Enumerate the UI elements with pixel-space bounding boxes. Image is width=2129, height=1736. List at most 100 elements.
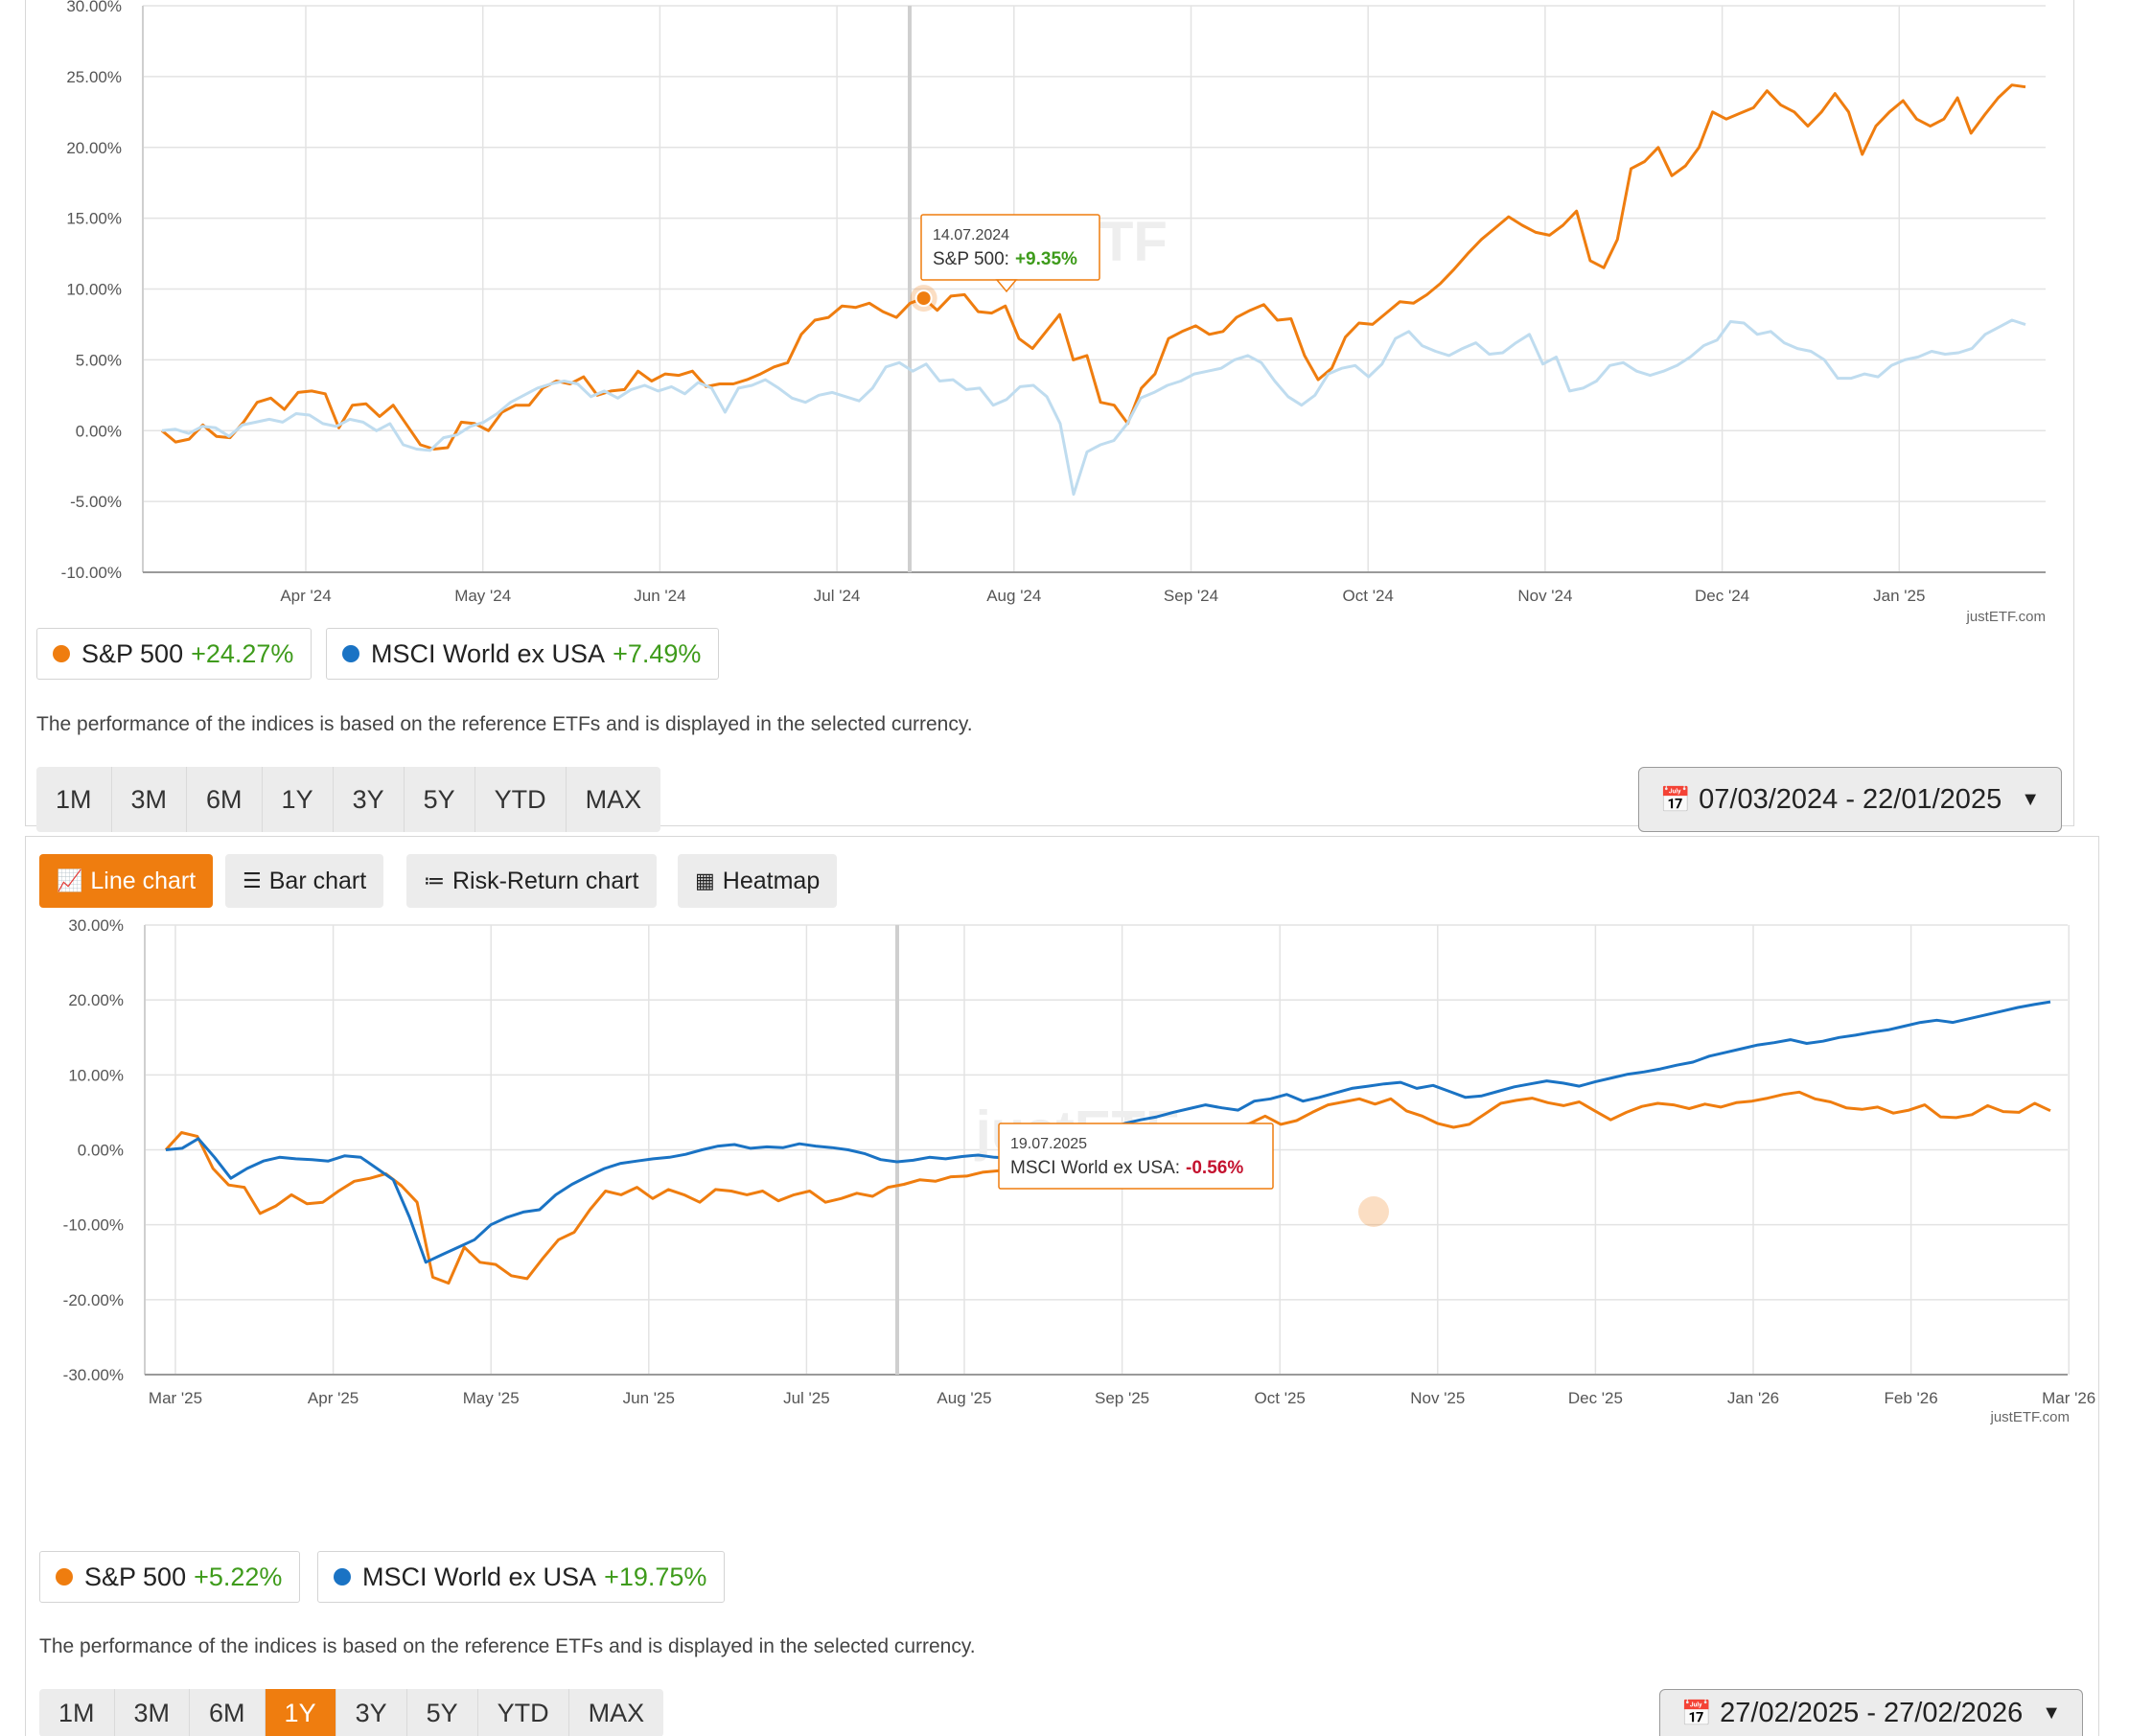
- x-tick-label: Jul '24: [814, 587, 861, 605]
- legend-value: +7.49%: [613, 638, 702, 668]
- range-button-ytd[interactable]: YTD: [475, 767, 567, 832]
- range-button-max[interactable]: MAX: [588, 1698, 645, 1727]
- tooltip: 14.07.2024 S&P 500: +9.35%: [920, 214, 1100, 293]
- hover-marker: [914, 289, 933, 308]
- range-button-5y[interactable]: 5Y: [405, 767, 475, 832]
- range-button-1m[interactable]: 1M: [36, 767, 112, 832]
- bar-chart-icon: ☰: [243, 868, 262, 892]
- caret-down-icon: ▼: [2042, 1702, 2061, 1724]
- x-tick-label: Dec '24: [1695, 587, 1749, 605]
- chart-type-label: Bar chart: [268, 867, 367, 894]
- legend-value: +19.75%: [604, 1562, 707, 1591]
- chart-type-label: Line chart: [90, 867, 197, 894]
- legend-item-sp500[interactable]: S&P 500 +24.27%: [36, 628, 312, 680]
- chart-panel-1: 30.00% 25.00% 20.00% 15.00% 10.00% 5.00% 0.00%…: [25, 0, 2075, 832]
- x-tick-label: Feb '26: [1885, 1389, 1938, 1407]
- tooltip-label: MSCI World ex USA: -0.56%: [1010, 1158, 1243, 1178]
- date-range-picker[interactable]: 📅 07/03/2024 - 22/01/2025 ▼: [1637, 767, 2062, 832]
- legend-name: MSCI World ex USA: [362, 1562, 597, 1591]
- range-button-3y[interactable]: 3Y: [334, 767, 405, 832]
- tooltip-series-label: MSCI World ex USA:: [1010, 1158, 1180, 1178]
- y-tick-label: -10.00%: [61, 564, 122, 582]
- y-tick-label: 30.00%: [66, 0, 122, 15]
- range-button-6m[interactable]: 6M: [187, 767, 263, 832]
- y-tick-label: 20.00%: [66, 139, 122, 157]
- y-tick-label: 10.00%: [66, 281, 122, 299]
- x-tick-label: Dec '25: [1568, 1389, 1623, 1407]
- range-button-1m[interactable]: 1M: [39, 1689, 115, 1736]
- legend-value: +24.27%: [191, 638, 294, 668]
- y-tick-label: 5.00%: [76, 351, 122, 369]
- time-range-selector: 1M 3M 6M 1Y 3Y 5Y YTD MAX: [36, 767, 661, 832]
- series-line-sp500: [161, 83, 2026, 451]
- chart-panel-2: 📈 Line chart ☰ Bar chart ≔ Risk-Return c…: [25, 836, 2099, 1736]
- tooltip-box: [920, 214, 1100, 281]
- y-tick-label: 0.00%: [76, 422, 122, 440]
- legend-dot-sp500: [53, 645, 70, 662]
- range-button-3m[interactable]: 3M: [112, 767, 188, 832]
- tooltip-series-label: S&P 500:: [933, 249, 1009, 269]
- x-tick-label: Nov '25: [1410, 1389, 1465, 1407]
- x-tick-label: Jan '25: [1873, 587, 1925, 605]
- chart-type-bar-button[interactable]: ☰ Bar chart: [225, 854, 384, 908]
- caret-down-icon: ▼: [2021, 788, 2040, 810]
- legend-dot-sp500: [56, 1568, 73, 1586]
- legend-name: S&P 500: [84, 1562, 187, 1591]
- date-range-text: 27/02/2025 - 27/02/2026: [1720, 1698, 2024, 1728]
- performance-chart-1[interactable]: 30.00% 25.00% 20.00% 15.00% 10.00% 5.00% 0.00%…: [26, 0, 2075, 633]
- series-line-msci-world-ex-usa: [161, 318, 2026, 497]
- performance-note: The performance of the indices is based …: [36, 713, 973, 735]
- x-tick-label: Mar '25: [149, 1389, 202, 1407]
- range-button-6m[interactable]: 6M: [190, 1689, 266, 1736]
- range-button-max[interactable]: MAX: [585, 784, 642, 814]
- chart-type-risk-return-button[interactable]: ≔ Risk-Return chart: [406, 854, 657, 908]
- legend-item-msci-world-ex-usa[interactable]: MSCI World ex USA +7.49%: [326, 628, 720, 680]
- range-button-3m[interactable]: 3M: [115, 1689, 191, 1736]
- performance-note: The performance of the indices is based …: [39, 1635, 976, 1657]
- tooltip-pointer: [995, 279, 1018, 293]
- x-tick-label: Jun '24: [634, 587, 685, 605]
- tooltip-label: S&P 500: +9.35%: [933, 249, 1077, 269]
- y-tick-label: 20.00%: [68, 991, 124, 1009]
- date-range-picker[interactable]: 📅 27/02/2025 - 27/02/2026 ▼: [1658, 1689, 2083, 1736]
- x-tick-label: Jul '25: [783, 1389, 830, 1407]
- x-tick-label: Jan '26: [1727, 1389, 1779, 1407]
- legend-dot-msci: [342, 645, 359, 662]
- legend-item-msci-world-ex-usa[interactable]: MSCI World ex USA +19.75%: [317, 1551, 726, 1603]
- performance-chart-2[interactable]: 30.00% 20.00% 10.00% 0.00% -10.00% -20.00% -30…: [26, 914, 2100, 1623]
- range-button-1y[interactable]: 1Y: [263, 767, 334, 832]
- x-tick-label: May '25: [463, 1389, 520, 1407]
- x-tick-label: Aug '25: [937, 1389, 991, 1407]
- range-button-5y[interactable]: 5Y: [407, 1689, 478, 1736]
- tooltip: 19.07.2025 MSCI World ex USA: -0.56%: [998, 1123, 1274, 1190]
- y-tick-label: 25.00%: [66, 68, 122, 86]
- y-tick-label: -20.00%: [63, 1291, 124, 1309]
- tooltip-value: -0.56%: [1186, 1158, 1243, 1178]
- chart-type-heatmap-button[interactable]: ▦ Heatmap: [678, 854, 838, 908]
- legend-item-sp500[interactable]: S&P 500 +5.22%: [39, 1551, 301, 1603]
- x-tick-label: Apr '25: [308, 1389, 359, 1407]
- scatter-chart-icon: ≔: [424, 868, 445, 892]
- range-button-1y[interactable]: 1Y: [265, 1689, 336, 1736]
- grid-icon: ▦: [695, 868, 715, 892]
- chart-credit: justETF.com: [1965, 609, 2046, 625]
- date-range-text: 07/03/2024 - 22/01/2025: [1699, 783, 2002, 815]
- x-tick-label: Aug '24: [986, 587, 1041, 605]
- x-tick-label: Sep '25: [1095, 1389, 1149, 1407]
- secondary-marker-halo: [1358, 1196, 1389, 1227]
- y-tick-label: 15.00%: [66, 210, 122, 228]
- y-tick-label: -30.00%: [63, 1366, 124, 1384]
- x-tick-label: May '24: [454, 587, 511, 605]
- range-button-ytd[interactable]: YTD: [478, 1689, 569, 1736]
- chart-type-label: Risk-Return chart: [452, 867, 639, 894]
- legend-name: MSCI World ex USA: [371, 638, 606, 668]
- x-tick-label: Sep '24: [1164, 587, 1218, 605]
- range-button-3y[interactable]: 3Y: [336, 1689, 407, 1736]
- y-tick-label: 30.00%: [68, 916, 124, 935]
- legend-name: S&P 500: [81, 638, 184, 668]
- x-tick-label: Mar '26: [2042, 1389, 2095, 1407]
- tooltip-value: +9.35%: [1015, 249, 1077, 269]
- tooltip-box: [998, 1123, 1274, 1190]
- chart-type-line-button[interactable]: 📈 Line chart: [39, 854, 214, 908]
- x-tick-label: Oct '25: [1255, 1389, 1306, 1407]
